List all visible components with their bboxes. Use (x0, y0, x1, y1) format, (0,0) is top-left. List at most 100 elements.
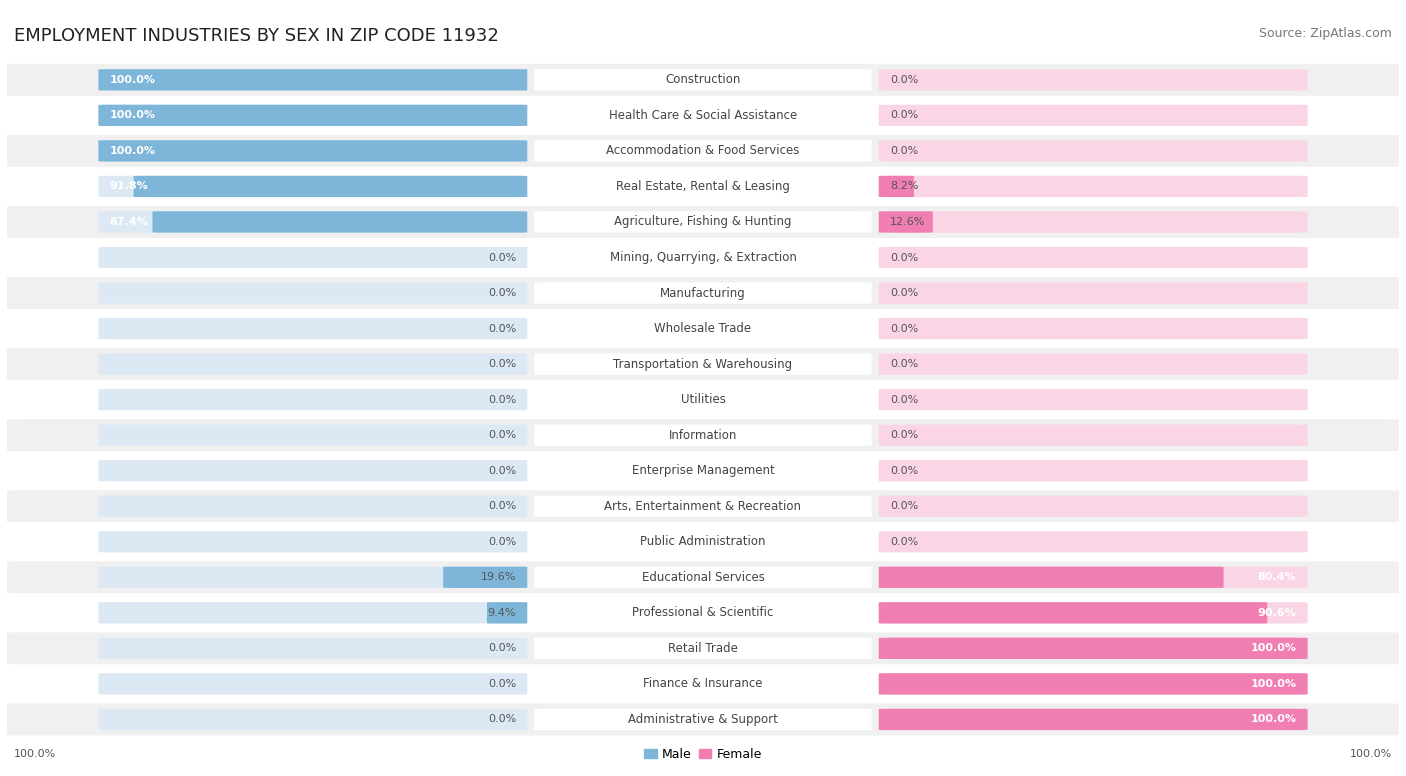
Text: 100.0%: 100.0% (1250, 715, 1296, 725)
Text: 100.0%: 100.0% (1350, 750, 1392, 759)
FancyBboxPatch shape (7, 135, 1399, 167)
Text: Mining, Quarrying, & Extraction: Mining, Quarrying, & Extraction (610, 251, 796, 264)
FancyBboxPatch shape (486, 602, 527, 623)
Text: 0.0%: 0.0% (890, 501, 918, 511)
FancyBboxPatch shape (879, 318, 1308, 339)
Text: 0.0%: 0.0% (488, 324, 516, 334)
Text: 80.4%: 80.4% (1258, 573, 1296, 582)
Text: Professional & Scientific: Professional & Scientific (633, 606, 773, 619)
FancyBboxPatch shape (534, 389, 872, 411)
Text: 100.0%: 100.0% (110, 110, 156, 120)
Text: 0.0%: 0.0% (890, 252, 918, 262)
Text: 8.2%: 8.2% (890, 182, 918, 192)
Text: 100.0%: 100.0% (14, 750, 56, 759)
FancyBboxPatch shape (534, 638, 872, 659)
Text: 0.0%: 0.0% (488, 466, 516, 476)
FancyBboxPatch shape (7, 277, 1399, 309)
FancyBboxPatch shape (534, 460, 872, 481)
FancyBboxPatch shape (879, 531, 1308, 553)
FancyBboxPatch shape (98, 460, 527, 481)
FancyBboxPatch shape (98, 602, 527, 623)
FancyBboxPatch shape (7, 455, 1399, 487)
Text: 91.8%: 91.8% (110, 182, 149, 192)
FancyBboxPatch shape (879, 708, 1308, 730)
FancyBboxPatch shape (98, 531, 527, 553)
Text: Real Estate, Rental & Leasing: Real Estate, Rental & Leasing (616, 180, 790, 193)
FancyBboxPatch shape (534, 140, 872, 161)
Text: 100.0%: 100.0% (1250, 679, 1296, 689)
Text: 0.0%: 0.0% (488, 252, 516, 262)
FancyBboxPatch shape (879, 674, 1308, 695)
FancyBboxPatch shape (534, 69, 872, 91)
FancyBboxPatch shape (534, 424, 872, 446)
FancyBboxPatch shape (98, 69, 527, 91)
Text: Wholesale Trade: Wholesale Trade (654, 322, 752, 335)
FancyBboxPatch shape (879, 638, 1308, 659)
Text: 0.0%: 0.0% (488, 359, 516, 369)
Text: 0.0%: 0.0% (488, 715, 516, 725)
FancyBboxPatch shape (7, 632, 1399, 664)
Text: Source: ZipAtlas.com: Source: ZipAtlas.com (1258, 27, 1392, 40)
Text: Arts, Entertainment & Recreation: Arts, Entertainment & Recreation (605, 500, 801, 513)
Text: 100.0%: 100.0% (110, 74, 156, 85)
FancyBboxPatch shape (98, 638, 527, 659)
FancyBboxPatch shape (879, 602, 1308, 623)
FancyBboxPatch shape (879, 247, 1308, 268)
FancyBboxPatch shape (879, 638, 1308, 659)
FancyBboxPatch shape (534, 566, 872, 588)
FancyBboxPatch shape (534, 708, 872, 730)
FancyBboxPatch shape (879, 211, 932, 233)
FancyBboxPatch shape (7, 419, 1399, 451)
FancyBboxPatch shape (152, 211, 527, 233)
FancyBboxPatch shape (98, 140, 527, 161)
FancyBboxPatch shape (534, 176, 872, 197)
FancyBboxPatch shape (98, 176, 527, 197)
Text: Utilities: Utilities (681, 393, 725, 406)
Text: Public Administration: Public Administration (640, 535, 766, 549)
Text: Manufacturing: Manufacturing (661, 286, 745, 300)
FancyBboxPatch shape (134, 176, 527, 197)
Text: 0.0%: 0.0% (890, 466, 918, 476)
FancyBboxPatch shape (98, 69, 527, 91)
Text: Transportation & Warehousing: Transportation & Warehousing (613, 358, 793, 371)
FancyBboxPatch shape (879, 496, 1308, 517)
FancyBboxPatch shape (7, 703, 1399, 736)
FancyBboxPatch shape (98, 211, 527, 233)
Text: Finance & Insurance: Finance & Insurance (644, 677, 762, 691)
FancyBboxPatch shape (7, 99, 1399, 131)
FancyBboxPatch shape (98, 674, 527, 695)
Text: Educational Services: Educational Services (641, 571, 765, 584)
FancyBboxPatch shape (7, 490, 1399, 522)
Text: 0.0%: 0.0% (890, 324, 918, 334)
Text: 90.6%: 90.6% (1257, 608, 1296, 618)
FancyBboxPatch shape (98, 708, 527, 730)
FancyBboxPatch shape (534, 674, 872, 695)
Text: 87.4%: 87.4% (110, 217, 149, 227)
Text: 0.0%: 0.0% (488, 430, 516, 440)
Text: 0.0%: 0.0% (890, 74, 918, 85)
FancyBboxPatch shape (879, 674, 1308, 695)
FancyBboxPatch shape (98, 353, 527, 375)
Text: 0.0%: 0.0% (890, 395, 918, 404)
Text: 0.0%: 0.0% (890, 146, 918, 156)
Text: 0.0%: 0.0% (488, 537, 516, 547)
Text: 0.0%: 0.0% (890, 430, 918, 440)
FancyBboxPatch shape (879, 176, 914, 197)
Text: 0.0%: 0.0% (890, 110, 918, 120)
FancyBboxPatch shape (879, 460, 1308, 481)
FancyBboxPatch shape (879, 105, 1308, 126)
Text: 0.0%: 0.0% (488, 643, 516, 653)
FancyBboxPatch shape (98, 318, 527, 339)
FancyBboxPatch shape (534, 105, 872, 126)
FancyBboxPatch shape (534, 602, 872, 623)
Text: 0.0%: 0.0% (488, 679, 516, 689)
Text: 19.6%: 19.6% (481, 573, 516, 582)
FancyBboxPatch shape (879, 140, 1308, 161)
FancyBboxPatch shape (98, 496, 527, 517)
FancyBboxPatch shape (98, 105, 527, 126)
FancyBboxPatch shape (879, 69, 1308, 91)
FancyBboxPatch shape (879, 566, 1223, 588)
FancyBboxPatch shape (879, 282, 1308, 303)
FancyBboxPatch shape (98, 247, 527, 268)
Text: Health Care & Social Assistance: Health Care & Social Assistance (609, 109, 797, 122)
